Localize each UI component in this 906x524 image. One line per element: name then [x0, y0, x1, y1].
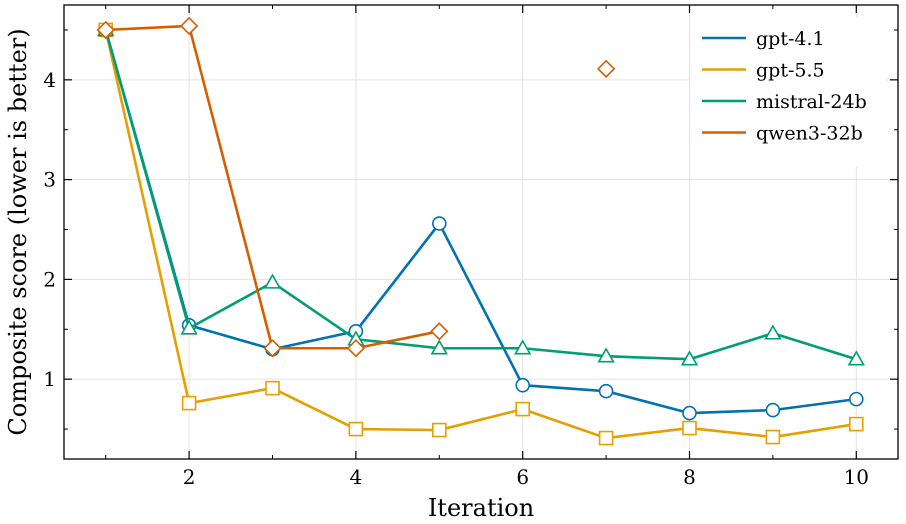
- data-point: [263, 339, 282, 358]
- series-line: [104, 29, 857, 361]
- series-line: [104, 29, 857, 440]
- legend-label: gpt-4.1: [756, 28, 825, 50]
- y-tick-label: 2: [43, 267, 56, 291]
- data-point: [180, 319, 198, 335]
- data-point: [430, 322, 449, 341]
- data-point: [848, 416, 864, 432]
- data-point: [765, 429, 781, 445]
- data-point: [431, 422, 447, 438]
- data-point: [597, 347, 615, 363]
- data-point: [680, 350, 699, 366]
- x-tick-label: 2: [183, 465, 196, 489]
- legend-label: qwen3-32b: [756, 123, 863, 145]
- data-point: [515, 377, 531, 393]
- data-point: [514, 339, 532, 355]
- plot-frame: [63, 4, 899, 460]
- x-tick-label: 10: [844, 465, 869, 489]
- series-qwen3-32b: [96, 16, 616, 358]
- legend-item-gpt-5.5: gpt-5.5: [702, 60, 825, 82]
- y-tick-label: 4: [43, 68, 56, 92]
- data-point: [682, 405, 697, 421]
- data-point: [598, 430, 614, 446]
- y-axis-label: Composite score (lower is better): [4, 28, 32, 435]
- data-point: [346, 339, 366, 358]
- x-tick-label: 4: [350, 465, 363, 489]
- legend: gpt-4.1 gpt-5.5 mistral-24b qwen3-32b: [690, 18, 886, 166]
- data-point: [598, 383, 614, 399]
- data-point: [765, 402, 781, 418]
- legend-item-qwen3-32b: qwen3-32b: [702, 123, 863, 145]
- series-line: [104, 29, 857, 415]
- y-tick-label: 1: [43, 367, 56, 391]
- data-point: [596, 59, 616, 78]
- legend-item-gpt-4.1: gpt-4.1: [702, 28, 825, 50]
- series-gpt-5.5: [98, 22, 864, 446]
- data-point: [682, 420, 697, 436]
- data-point: [265, 380, 280, 396]
- series-line: [105, 24, 440, 350]
- data-point: [96, 20, 115, 40]
- legend-item-mistral-24b: mistral-24b: [702, 91, 867, 113]
- series-layer: [96, 16, 865, 446]
- data-point: [348, 421, 364, 437]
- legend-label: mistral-24b: [756, 91, 867, 113]
- data-point: [431, 216, 447, 231]
- x-tick-label: 6: [516, 465, 529, 489]
- data-point: [847, 350, 865, 366]
- x-axis-label: Iteration: [428, 494, 534, 522]
- data-point: [263, 273, 282, 289]
- legend-box: [690, 18, 886, 166]
- legend-label: gpt-5.5: [756, 60, 825, 82]
- data-point: [515, 401, 531, 417]
- data-point: [181, 395, 197, 411]
- data-point: [430, 339, 448, 355]
- data-point: [848, 391, 864, 407]
- data-point: [179, 16, 199, 36]
- y-tick-label: 3: [43, 168, 56, 192]
- x-tick-label: 8: [683, 465, 696, 489]
- data-point: [764, 324, 782, 340]
